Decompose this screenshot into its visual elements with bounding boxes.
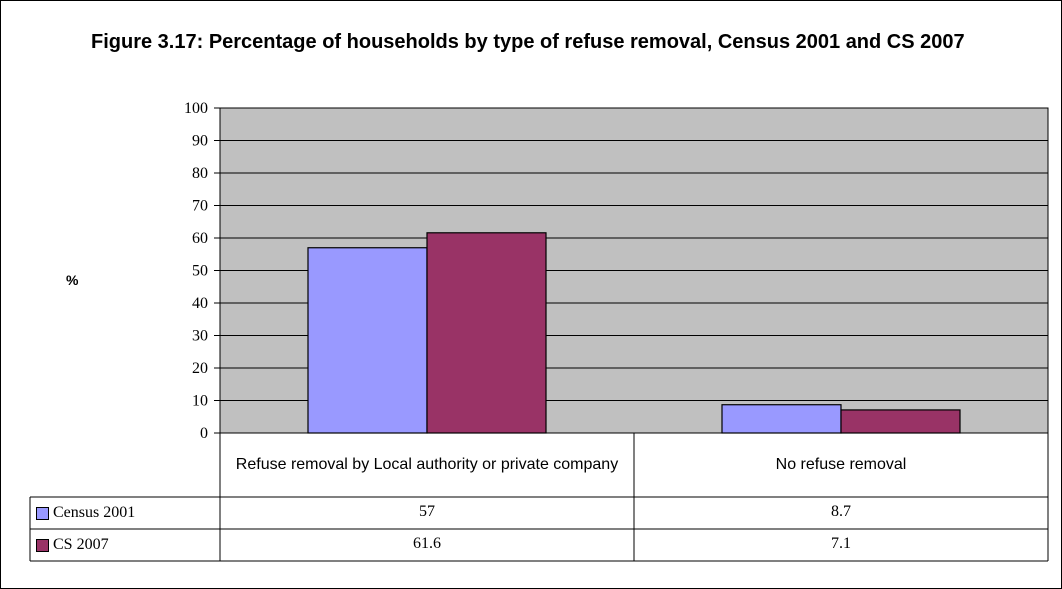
y-tick-label: 80 <box>192 165 208 182</box>
bar <box>721 404 842 434</box>
data-label: 57 <box>419 503 435 520</box>
bar <box>840 409 961 434</box>
y-tick-label: 50 <box>192 263 208 280</box>
legend-swatch <box>36 538 49 552</box>
y-tick-label: 10 <box>192 393 208 410</box>
y-tick-label: 30 <box>192 328 208 345</box>
legend-label: CS 2007 <box>53 536 109 553</box>
data-label: 8.7 <box>831 503 851 520</box>
category-label: No refuse removal <box>775 456 907 473</box>
y-tick-label: 90 <box>192 133 208 150</box>
y-tick-label: 20 <box>192 360 208 377</box>
bar <box>307 247 428 434</box>
y-axis-label: % <box>66 272 79 288</box>
y-tick-label: 60 <box>192 230 208 247</box>
bar <box>426 232 547 434</box>
y-tick-label: 40 <box>192 295 208 312</box>
y-tick-label: 100 <box>184 100 208 117</box>
chart-title: Figure 3.17: Percentage of households by… <box>91 31 965 53</box>
category-label: Refuse removal by Local authority or pri… <box>235 456 619 473</box>
legend-entry: Census 2001 <box>36 497 135 529</box>
data-label: 61.6 <box>413 535 441 552</box>
legend-entry: CS 2007 <box>36 529 109 561</box>
data-label: 7.1 <box>831 535 851 552</box>
y-tick-label: 0 <box>200 425 208 442</box>
legend-swatch <box>36 506 49 520</box>
legend-label: Census 2001 <box>53 504 136 521</box>
y-tick-label: 70 <box>192 198 208 215</box>
